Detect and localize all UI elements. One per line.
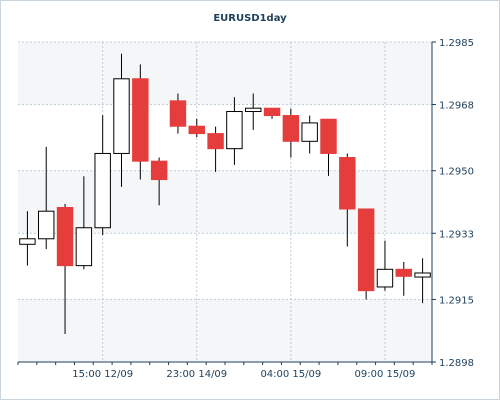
y-tick-label: 1.2898: [439, 358, 474, 369]
candle-body-up: [301, 122, 318, 142]
candle-body-up: [19, 238, 36, 245]
candle-body-up: [376, 268, 394, 288]
y-tick-label: 1.2968: [439, 101, 474, 112]
candle-body-down: [169, 100, 187, 127]
plot-area: [18, 42, 432, 362]
candle-body-up: [94, 152, 111, 229]
candle-body-up: [113, 78, 130, 154]
candle-body-down: [395, 268, 412, 277]
y-tick-label: 1.2933: [439, 229, 474, 240]
candle-body-down: [132, 78, 149, 162]
candle-body-down: [56, 207, 74, 267]
candle-body-down: [207, 133, 224, 150]
y-tick-label: 1.2915: [439, 295, 474, 306]
x-tick-label: 09:00 15/09: [355, 369, 416, 380]
candle-body-down: [263, 107, 281, 117]
x-tick-label: 04:00 15/09: [260, 369, 321, 380]
grid-band: [18, 104, 432, 171]
candle-body-up: [226, 111, 243, 150]
y-tick-label: 1.2985: [439, 38, 474, 49]
x-tick-label: 23:00 14/09: [166, 369, 227, 380]
chart-title: EURUSD1day: [213, 13, 287, 24]
candle-body-down: [282, 115, 300, 142]
candle-body-down: [357, 208, 375, 292]
candle-body-up: [38, 210, 55, 240]
x-tick-label: 15:00 12/09: [72, 369, 133, 380]
candle-body-up: [245, 107, 262, 113]
candle-body-down: [339, 156, 356, 210]
candle-body-up: [414, 272, 431, 278]
candle-body-up: [75, 227, 93, 267]
candle-body-down: [320, 118, 337, 154]
candle-body-down: [150, 160, 168, 181]
candle-body-down: [188, 125, 205, 135]
y-tick-label: 1.2950: [439, 167, 474, 178]
